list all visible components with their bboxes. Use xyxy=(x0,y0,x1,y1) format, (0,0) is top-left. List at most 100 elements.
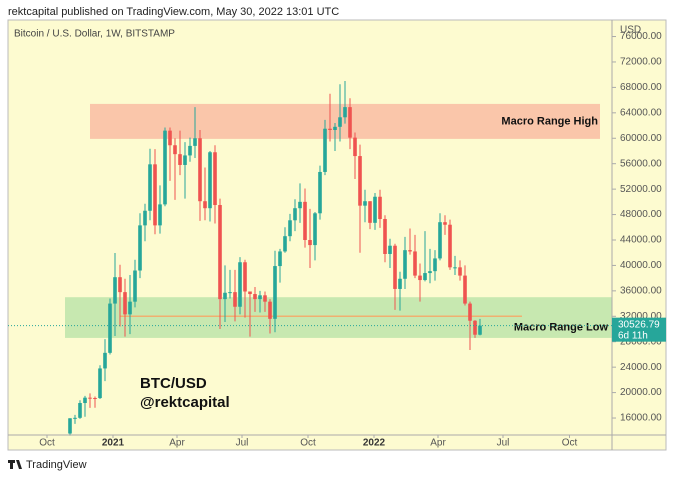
candle-body xyxy=(273,266,277,319)
candle-body xyxy=(163,130,167,205)
candle-body xyxy=(198,138,202,202)
candle-body xyxy=(313,213,317,246)
candle-body xyxy=(368,201,372,223)
candle-body xyxy=(348,107,352,138)
candle-body xyxy=(323,128,327,172)
candle-body xyxy=(473,320,477,335)
candle-body xyxy=(403,250,407,279)
candle-body xyxy=(433,258,437,272)
y-tick-label: 32000.00 xyxy=(620,311,662,322)
candle-body xyxy=(213,152,217,206)
candle-body xyxy=(168,130,172,146)
y-tick-label: 44000.00 xyxy=(620,235,662,246)
y-tick-label: 16000.00 xyxy=(620,413,662,424)
y-tick-label: 48000.00 xyxy=(620,209,662,220)
candle-body xyxy=(318,171,322,214)
x-tick-label: Oct xyxy=(300,438,316,449)
candle-body xyxy=(203,201,207,209)
candle-body xyxy=(173,145,177,155)
candle-body xyxy=(98,368,102,399)
candle-body xyxy=(248,291,252,295)
y-tick-label: 28000.00 xyxy=(620,336,662,347)
candle-body xyxy=(333,126,337,130)
candle-body xyxy=(113,277,117,304)
candle-body xyxy=(418,275,422,281)
x-tick-label: Oct xyxy=(39,438,55,449)
countdown: 6d 11h xyxy=(618,330,648,341)
candle-body xyxy=(283,236,287,252)
x-tick-label: Jul xyxy=(497,438,510,449)
last-price-label: 30526.79 xyxy=(618,319,660,330)
chart-frame xyxy=(7,19,667,451)
candle-body xyxy=(253,294,257,300)
candle-body xyxy=(123,292,127,315)
candle-body xyxy=(393,245,397,289)
candle-body xyxy=(288,220,292,237)
last-price-box xyxy=(612,317,666,342)
x-tick-label: 2022 xyxy=(363,438,386,449)
candle-body xyxy=(233,292,237,307)
candle-body xyxy=(278,251,282,267)
candle-body xyxy=(413,251,417,276)
candle-body xyxy=(428,271,432,274)
y-tick-label: 52000.00 xyxy=(620,184,662,195)
y-tick-label: 64000.00 xyxy=(620,107,662,118)
candle-body xyxy=(438,222,442,259)
candle-body xyxy=(398,278,402,289)
candle-body xyxy=(88,397,92,399)
y-axis-label: USD xyxy=(620,25,641,36)
candle-body xyxy=(93,397,97,399)
y-tick-label: 40000.00 xyxy=(620,260,662,271)
candle-body xyxy=(378,196,382,220)
y-tick-label: 20000.00 xyxy=(620,387,662,398)
watermark: @rektcapital xyxy=(140,394,230,411)
y-tick-label: 56000.00 xyxy=(620,158,662,169)
candle-body xyxy=(133,270,137,302)
candle-body xyxy=(193,138,197,146)
candle-body xyxy=(158,204,162,226)
candle-body xyxy=(363,201,367,206)
zone-label: Macro Range High xyxy=(501,115,598,127)
candle-body xyxy=(68,418,72,434)
candle-body xyxy=(443,222,447,225)
candle-body xyxy=(243,262,247,292)
candle-body xyxy=(218,205,222,300)
candle-body xyxy=(263,295,267,302)
candle-body xyxy=(448,224,452,268)
candle-body xyxy=(478,325,482,335)
watermark: BTC/USD xyxy=(140,375,207,392)
zone xyxy=(65,297,612,338)
candle-body xyxy=(223,292,227,300)
y-tick-label: 76000.00 xyxy=(620,31,662,42)
candle-body xyxy=(453,267,457,269)
candle-body xyxy=(238,262,242,307)
candle-body xyxy=(103,352,107,369)
y-tick-label: 36000.00 xyxy=(620,286,662,297)
candle-body xyxy=(118,277,122,293)
logo xyxy=(8,460,22,469)
candle-body xyxy=(458,267,462,276)
candle-body xyxy=(128,301,132,315)
candle-body xyxy=(373,196,377,223)
candle-body xyxy=(143,210,147,226)
plot xyxy=(65,81,612,436)
candle-body xyxy=(108,303,112,353)
candle-body xyxy=(353,137,357,157)
candle-body xyxy=(423,273,427,281)
candle-body xyxy=(328,128,332,130)
candle-body xyxy=(188,145,192,156)
candle-body xyxy=(303,201,307,240)
candle-body xyxy=(208,152,212,209)
candle-body xyxy=(73,417,77,419)
candle-body xyxy=(343,107,347,118)
x-tick-label: 2021 xyxy=(102,438,125,449)
candle-body xyxy=(268,301,272,319)
x-tick-label: Apr xyxy=(169,438,185,449)
y-tick-label: 60000.00 xyxy=(620,133,662,144)
candle-body xyxy=(308,239,312,246)
zone-label: Macro Range Low xyxy=(514,321,609,333)
candle-body xyxy=(228,292,232,294)
candle-body xyxy=(298,201,302,209)
candle-body xyxy=(463,275,467,304)
